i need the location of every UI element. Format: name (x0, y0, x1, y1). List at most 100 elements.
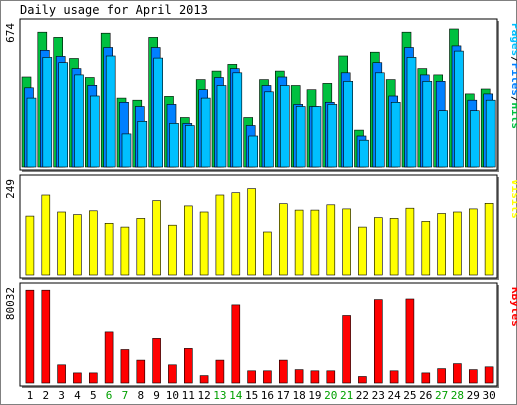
bar-kbytes-day-5 (89, 372, 98, 384)
bar-visits-day-3 (57, 211, 66, 276)
bar-visits-day-2 (41, 194, 51, 276)
series-label-part-4: Hits (509, 103, 517, 130)
bar-pages-day-25 (406, 57, 417, 168)
x-tick-day-10: 10 (166, 389, 179, 402)
panel-box (19, 174, 498, 279)
x-tick-day-6: 6 (106, 389, 113, 402)
bar-pages-day-17 (279, 85, 290, 168)
bar-visits-day-16 (263, 231, 272, 276)
bar-pages-day-14 (232, 72, 243, 168)
series-label-part-0: Visits (509, 179, 517, 219)
bar-kbytes-day-25 (405, 298, 415, 384)
ymax-label-kbytes: 80032 (4, 287, 17, 320)
bar-visits-day-10 (168, 224, 177, 276)
x-tick-day-9: 9 (153, 389, 160, 402)
bar-visits-day-1 (25, 215, 35, 276)
bar-kbytes-day-20 (326, 370, 336, 384)
bar-visits-day-22 (358, 226, 367, 276)
bar-visits-day-17 (278, 203, 288, 276)
x-tick-day-8: 8 (137, 389, 144, 402)
bar-pages-day-11 (185, 125, 195, 168)
series-label-kbytes: KBytes (509, 287, 517, 327)
x-tick-day-19: 19 (308, 389, 321, 402)
bar-visits-day-20 (326, 204, 336, 276)
x-tick-day-3: 3 (58, 389, 65, 402)
bar-visits-day-28 (453, 211, 462, 276)
series-label-part-1: / (509, 56, 517, 63)
bar-visits-day-27 (437, 213, 446, 276)
bar-kbytes-day-2 (41, 289, 51, 384)
x-tick-day-4: 4 (74, 389, 81, 402)
bar-pages-day-8 (137, 121, 148, 168)
bar-kbytes-day-3 (57, 364, 66, 384)
bar-pages-day-21 (343, 81, 354, 168)
bar-kbytes-day-13 (215, 359, 225, 384)
bar-kbytes-day-30 (484, 366, 494, 384)
bar-kbytes-day-18 (294, 369, 304, 384)
bar-kbytes-day-22 (358, 376, 367, 384)
bar-pages-day-16 (264, 91, 274, 168)
bar-kbytes-day-29 (468, 369, 478, 384)
bar-pages-day-4 (74, 74, 84, 168)
bar-kbytes-day-28 (453, 363, 462, 384)
bar-pages-day-7 (121, 133, 132, 168)
bar-pages-day-6 (105, 55, 116, 168)
bar-pages-day-24 (390, 102, 401, 168)
bar-pages-day-5 (90, 95, 100, 168)
bar-visits-day-13 (215, 194, 225, 276)
bar-kbytes-day-7 (120, 349, 130, 384)
bar-visits-day-21 (342, 208, 351, 276)
bar-kbytes-day-1 (25, 289, 35, 384)
x-tick-day-13: 13 (213, 389, 226, 402)
bar-pages-day-20 (327, 104, 338, 168)
ymax-label-visits: 249 (4, 179, 17, 199)
bar-pages-day-30 (485, 99, 496, 168)
x-tick-day-21: 21 (340, 389, 353, 402)
bar-kbytes-day-10 (168, 364, 177, 384)
bar-visits-day-4 (73, 214, 82, 276)
panel-kbytes: 80032 KBytes (4, 282, 517, 388)
bar-pages-day-19 (311, 106, 322, 168)
bar-visits-day-9 (152, 200, 161, 276)
bar-kbytes-day-27 (437, 368, 446, 384)
x-tick-day-27: 27 (435, 389, 448, 402)
bar-visits-day-8 (136, 218, 146, 276)
bar-kbytes-day-14 (231, 304, 241, 384)
panel-visits: 249 Visits (4, 174, 517, 280)
bar-kbytes-day-21 (342, 315, 351, 384)
x-tick-day-5: 5 (90, 389, 97, 402)
x-tick-day-18: 18 (292, 389, 305, 402)
bar-visits-day-23 (373, 217, 383, 276)
bar-pages-day-10 (169, 123, 179, 168)
bar-kbytes-day-17 (278, 359, 288, 384)
x-tick-day-20: 20 (324, 389, 337, 402)
x-tick-day-22: 22 (356, 389, 369, 402)
x-tick-day-16: 16 (261, 389, 274, 402)
bar-kbytes-day-24 (389, 370, 399, 384)
bar-visits-day-24 (389, 218, 399, 276)
series-label-part-3: / (509, 96, 517, 103)
bar-kbytes-day-4 (73, 372, 82, 384)
bar-kbytes-day-8 (136, 359, 146, 384)
panel-box (19, 282, 498, 387)
bar-visits-day-14 (231, 192, 241, 276)
x-tick-day-17: 17 (277, 389, 290, 402)
x-tick-day-26: 26 (419, 389, 432, 402)
bar-kbytes-day-16 (263, 370, 272, 384)
bar-kbytes-day-9 (152, 338, 161, 384)
bar-visits-day-11 (184, 205, 193, 276)
bar-kbytes-day-15 (247, 370, 256, 384)
chart-title: Daily usage for April 2013 (20, 3, 208, 17)
bar-pages-day-13 (216, 85, 227, 168)
x-tick-day-15: 15 (245, 389, 258, 402)
bar-visits-day-30 (484, 203, 494, 276)
bar-kbytes-day-12 (199, 375, 209, 384)
bar-visits-day-19 (310, 209, 320, 276)
x-tick-day-23: 23 (372, 389, 385, 402)
bar-kbytes-day-19 (310, 370, 320, 384)
bar-pages-day-9 (153, 57, 163, 168)
bar-pages-day-27 (438, 110, 449, 168)
bar-pages-day-12 (200, 97, 211, 168)
bar-kbytes-day-6 (104, 331, 114, 384)
